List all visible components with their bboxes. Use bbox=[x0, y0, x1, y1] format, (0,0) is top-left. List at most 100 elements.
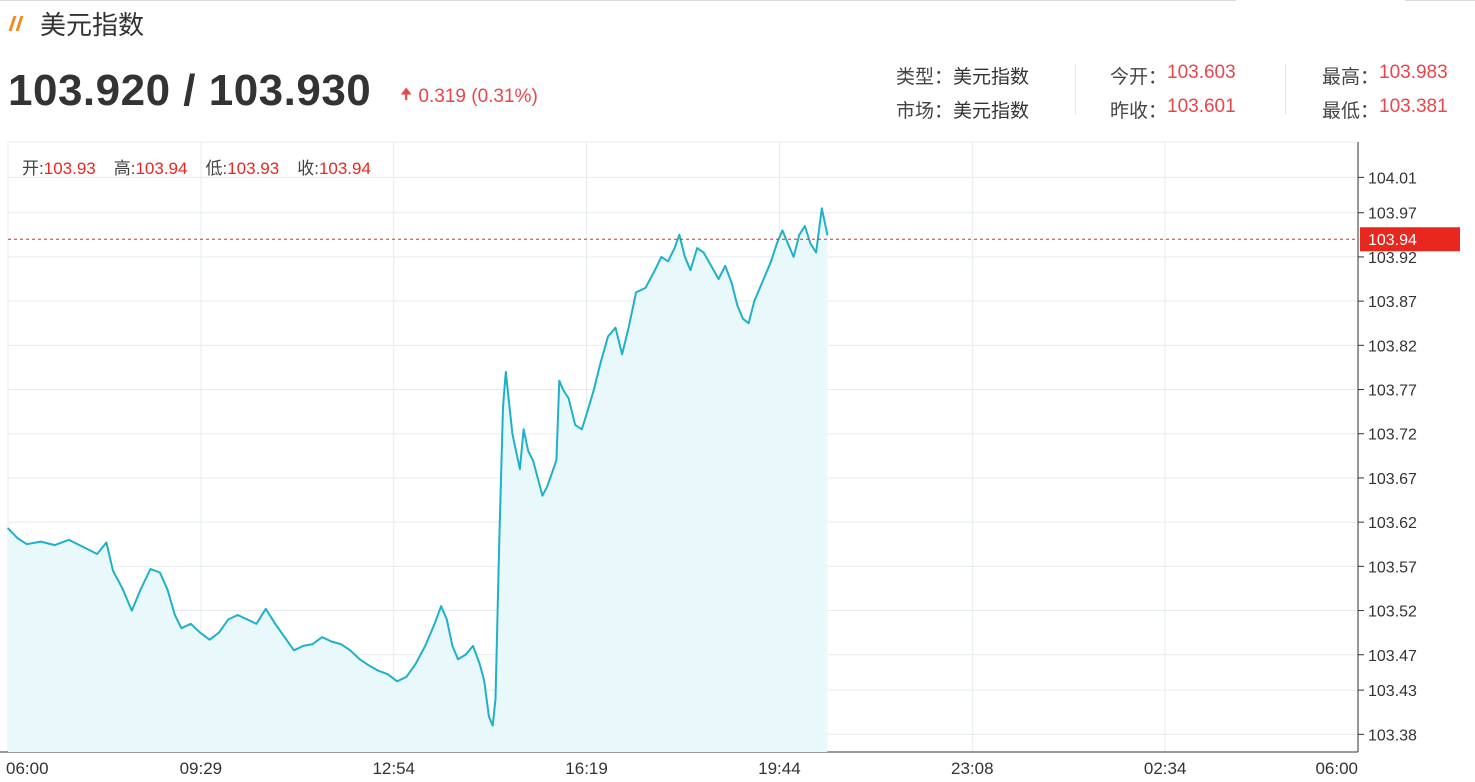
data-point bbox=[25, 543, 28, 546]
data-point bbox=[208, 638, 211, 641]
data-point bbox=[667, 260, 669, 263]
stats-panel: 类型： 美元指数 市场： 美元指数 今开： 103.603 昨收： 103.60… bbox=[0, 60, 1475, 124]
stat-open-value: 103.603 bbox=[1167, 62, 1236, 83]
stats-divider bbox=[1075, 64, 1076, 114]
y-tick-label: 103.92 bbox=[1368, 250, 1417, 267]
data-point bbox=[112, 569, 114, 572]
data-point bbox=[826, 234, 829, 236]
data-point bbox=[809, 242, 812, 245]
data-point bbox=[472, 645, 474, 647]
data-point bbox=[696, 247, 698, 249]
intraday-chart[interactable]: 06:00 09:29 12:54 16:19 19:44 23:08 02:34 06:00… bbox=[0, 140, 1475, 782]
data-point bbox=[494, 698, 497, 700]
data-point bbox=[396, 680, 398, 683]
data-point bbox=[293, 649, 295, 652]
stat-low: 最低： 103.381 bbox=[1322, 96, 1448, 123]
price-change: 🠉 0.319 (0.31%) bbox=[400, 84, 538, 109]
data-point bbox=[451, 645, 454, 647]
data-point bbox=[764, 273, 767, 276]
title-marker-icon bbox=[8, 13, 26, 33]
data-point bbox=[166, 588, 169, 591]
data-point bbox=[149, 568, 152, 570]
stat-prev-close-label: 昨收： bbox=[1110, 101, 1168, 122]
ohlc-high-label: 高: bbox=[113, 159, 136, 178]
ohlc-open-label: 开: bbox=[22, 159, 44, 178]
stat-type: 类型： 美元指数 bbox=[896, 62, 1029, 89]
data-point bbox=[464, 653, 467, 656]
ohlc-close-value: 103.94 bbox=[318, 159, 371, 178]
data-point bbox=[190, 623, 192, 625]
data-point bbox=[562, 388, 564, 391]
data-point bbox=[775, 242, 778, 245]
stat-type-label: 类型： bbox=[896, 67, 954, 88]
y-tick-label: 103.62 bbox=[1368, 515, 1417, 532]
data-point bbox=[747, 322, 750, 325]
current-price-tag bbox=[1360, 227, 1460, 252]
data-point bbox=[522, 428, 525, 431]
data-point bbox=[567, 397, 570, 400]
data-point bbox=[505, 371, 507, 373]
y-tick-label: 103.82 bbox=[1368, 338, 1417, 355]
data-point bbox=[689, 269, 692, 271]
data-point bbox=[820, 207, 823, 210]
data-point bbox=[236, 614, 239, 616]
data-point bbox=[574, 424, 576, 426]
y-tick-label: 104.01 bbox=[1368, 170, 1417, 187]
data-point bbox=[440, 605, 442, 607]
up-arrow-icon: 🠉 bbox=[400, 86, 413, 103]
data-point bbox=[283, 636, 286, 638]
y-tick-label: 103.47 bbox=[1368, 648, 1417, 665]
stat-low-value: 103.381 bbox=[1379, 96, 1448, 117]
data-point bbox=[130, 609, 133, 612]
data-point bbox=[96, 553, 98, 555]
ohlc-high: 高:103.94 bbox=[114, 154, 192, 179]
data-point bbox=[635, 291, 637, 294]
data-point bbox=[498, 539, 501, 541]
data-point bbox=[54, 544, 56, 546]
stat-prev-close: 昨收： 103.601 bbox=[1110, 96, 1236, 123]
y-tick-label: 103.52 bbox=[1368, 604, 1417, 621]
stat-high: 最高： 103.983 bbox=[1322, 62, 1448, 89]
data-point bbox=[781, 229, 784, 232]
data-point bbox=[541, 494, 544, 497]
x-tick-label: 02:34 bbox=[1144, 759, 1187, 778]
data-point bbox=[16, 537, 19, 539]
ohlc-open: 开:103.93 bbox=[22, 154, 100, 179]
stat-market-value: 美元指数 bbox=[953, 101, 1030, 122]
data-point bbox=[488, 715, 490, 718]
stat-prev-close-value: 103.601 bbox=[1167, 96, 1236, 117]
data-point bbox=[321, 636, 323, 638]
data-point bbox=[717, 278, 720, 280]
data-point bbox=[311, 643, 314, 645]
ohlc-high-value: 103.94 bbox=[135, 159, 188, 178]
data-point bbox=[368, 664, 370, 667]
data-point bbox=[330, 640, 333, 643]
data-point bbox=[759, 287, 761, 289]
stat-market-label: 市场： bbox=[896, 101, 954, 122]
data-point bbox=[507, 397, 510, 400]
data-point bbox=[742, 318, 744, 320]
data-point bbox=[555, 459, 558, 462]
ohlc-readout: 开:103.93 高:103.94 低:103.93 收:103.94 bbox=[22, 154, 375, 179]
current-price-label: 103.94 bbox=[1368, 232, 1417, 249]
data-point bbox=[599, 362, 602, 364]
data-point bbox=[405, 676, 408, 678]
y-tick-label: 103.77 bbox=[1368, 383, 1417, 400]
data-point bbox=[678, 234, 681, 236]
x-tick-label: 06:00 bbox=[6, 759, 49, 778]
data-point bbox=[607, 335, 609, 338]
data-point bbox=[580, 428, 583, 431]
data-point bbox=[377, 669, 380, 672]
data-point bbox=[159, 571, 161, 574]
data-point bbox=[140, 587, 142, 590]
stat-high-value: 103.983 bbox=[1379, 62, 1448, 83]
data-point bbox=[227, 618, 230, 621]
ohlc-open-value: 103.93 bbox=[43, 159, 96, 178]
data-point bbox=[787, 242, 789, 245]
data-point bbox=[502, 406, 504, 409]
data-point bbox=[415, 662, 417, 665]
data-point bbox=[660, 256, 663, 258]
ohlc-low-label: 低: bbox=[205, 159, 228, 178]
data-point bbox=[654, 269, 656, 271]
data-point bbox=[386, 673, 389, 676]
